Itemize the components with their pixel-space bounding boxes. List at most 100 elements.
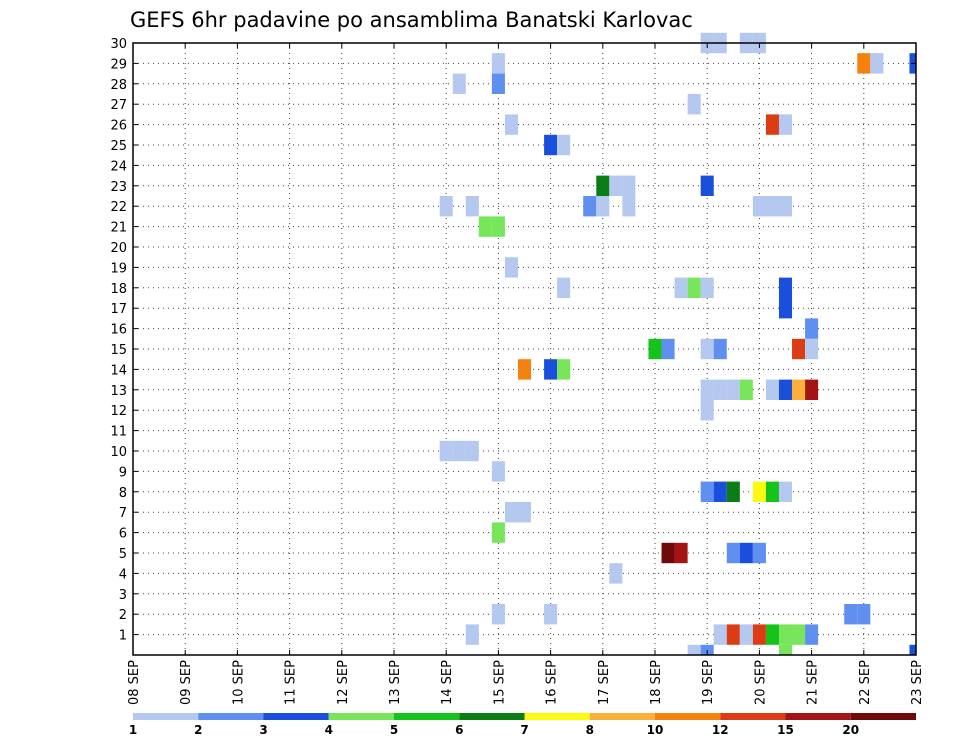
y-tick-label: 23 [110,180,127,195]
colorbar-label: 5 [390,723,398,737]
heatmap-cell [700,644,714,655]
colorbar-segment [589,713,655,720]
colorbar-label: 6 [455,723,463,737]
heatmap-cell [439,440,453,462]
heatmap-cell [857,53,871,74]
heatmap-cell [478,216,492,237]
heatmap-cell [504,114,518,135]
heatmap-cell [504,502,518,523]
colorbar-segment [263,713,329,720]
y-tick-label: 24 [110,159,127,174]
heatmap-cell [778,298,793,319]
y-tick-label: 6 [119,527,127,542]
colorbar-label: 1 [129,723,137,737]
heatmap-cell [544,359,558,380]
colorbar-label: 7 [520,723,528,737]
x-axis-ticks: 08 SEP 09 SEP 10 SEP 11 SEP 12 SEP 13 SEP 14 S… [127,43,925,705]
y-tick-label: 25 [110,139,127,154]
heatmap-cell [583,196,597,217]
heatmap-cell [778,277,793,298]
y-tick-label: 30 [110,37,127,52]
heatmap-cell [517,502,532,523]
heatmap-cell [805,379,819,400]
colorbar-label: 20 [842,723,859,737]
heatmap-cell [609,563,623,584]
heatmap-cell [870,53,884,74]
y-tick-label: 3 [119,588,127,603]
y-axis-ticks: 1234567891011121314151617181920212223242… [110,37,916,644]
heatmap-cell [700,379,714,400]
heatmap-cell [857,604,871,625]
colorbar-segment [459,713,525,720]
heatmap-cell [713,481,727,502]
colorbar-label: 10 [647,723,664,737]
heatmap-cell [765,481,779,502]
heatmap-cell [726,542,740,564]
y-tick-label: 1 [119,629,127,644]
colorbar-label: 2 [194,723,202,737]
heatmap-cell [778,196,793,217]
heatmap-cell [700,338,714,360]
heatmap-cell [622,175,636,196]
colorbar-segment [198,713,264,720]
x-tick-label: 16 SEP [545,660,560,705]
x-tick-label: 15 SEP [492,660,507,705]
heatmap-cell [752,196,766,217]
heatmap-cells [439,32,916,655]
heatmap-cell [805,624,819,645]
heatmap-cell [465,196,479,217]
heatmap-cell [491,604,505,625]
y-tick-label: 15 [110,343,127,358]
heatmap-cell [778,481,793,502]
heatmap-cell [504,257,518,278]
heatmap-cell [544,604,558,625]
y-tick-label: 19 [110,261,127,276]
heatmap-cell [557,134,571,156]
heatmap-cell [909,644,916,655]
x-tick-label: 19 SEP [701,660,716,705]
heatmap-cell [557,359,571,380]
x-tick-label: 14 SEP [440,660,455,705]
x-tick-label: 10 SEP [231,660,246,705]
colorbar-segment [850,713,916,720]
x-tick-label: 18 SEP [649,660,664,705]
heatmap-cell [805,318,819,339]
colorbar-segment [524,713,590,720]
heatmap-cell [596,196,610,217]
y-tick-label: 22 [110,200,127,215]
heatmap-cell [752,542,766,564]
heatmap-cell [544,134,558,156]
x-tick-label: 08 SEP [127,660,142,705]
colorbar-segment [720,713,786,720]
y-tick-label: 2 [119,608,127,623]
heatmap-cell [700,481,714,502]
heatmap-cell [739,624,753,645]
colorbar-segment [655,713,721,720]
y-tick-label: 29 [110,57,127,72]
y-tick-label: 16 [110,323,127,338]
heatmap-cell [465,624,479,645]
heatmap-cell [465,440,479,462]
heatmap-cell [700,277,714,298]
heatmap-cell [765,196,779,217]
x-tick-label: 17 SEP [597,660,612,705]
y-tick-label: 14 [110,363,127,378]
heatmap-cell [491,216,505,237]
heatmap-cell [491,73,505,94]
heatmap-cell [674,542,688,564]
x-tick-label: 11 SEP [284,660,299,705]
heatmap-cell [752,624,766,645]
heatmap-cell [452,440,466,462]
heatmap-cell [596,175,610,196]
y-tick-label: 4 [119,567,127,582]
y-tick-label: 17 [110,302,127,317]
x-tick-label: 12 SEP [336,660,351,705]
heatmap-cell [557,277,571,298]
colorbar-label: 8 [586,723,594,737]
x-tick-label: 21 SEP [806,660,821,705]
y-tick-label: 5 [119,547,127,562]
y-tick-label: 11 [110,425,127,440]
y-tick-label: 28 [110,78,127,93]
x-tick-label: 09 SEP [179,660,194,705]
heatmap-cell [517,359,532,380]
